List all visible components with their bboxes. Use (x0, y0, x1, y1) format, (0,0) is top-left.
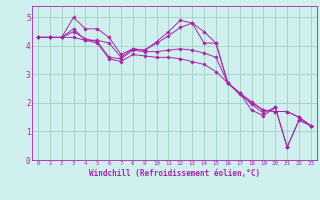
X-axis label: Windchill (Refroidissement éolien,°C): Windchill (Refroidissement éolien,°C) (89, 169, 260, 178)
